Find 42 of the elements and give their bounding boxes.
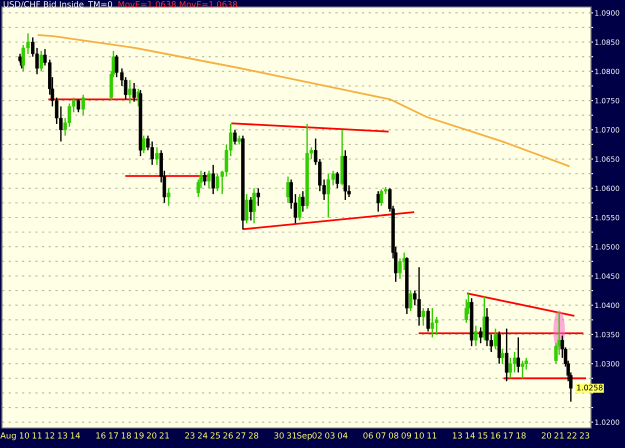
x-tick-label: 07: [376, 432, 386, 439]
x-tick-label: 21: [160, 432, 169, 438]
x-tick-label: 06: [363, 432, 373, 439]
x-tick-label: 23: [580, 432, 590, 439]
x-tick-label: 31: [287, 432, 296, 439]
x-tick-label: 26: [223, 432, 233, 439]
x-tick-label: 20: [542, 432, 552, 439]
x-tick-label: 13: [58, 432, 68, 439]
x-tick-label: 22: [567, 432, 576, 438]
x-tick-label: 30: [274, 432, 284, 439]
x-tick-label: 16: [96, 432, 106, 439]
x-tick-label: 25: [210, 432, 220, 439]
x-tick-label: 21: [554, 432, 564, 438]
x-tick-label: 23: [185, 432, 194, 439]
x-tick-label: 12: [45, 432, 54, 438]
x-tick-label: 17: [109, 432, 118, 438]
x-tick-label: 18: [516, 432, 526, 439]
x-tick-label: 27: [236, 432, 246, 438]
x-tick-label: 10: [414, 432, 424, 439]
x-tick-label: 20: [146, 432, 156, 439]
x-tick-label: 13: [452, 432, 462, 439]
x-tick-label: Aug: [0, 432, 16, 440]
x-tick-label: 28: [248, 432, 258, 439]
x-tick-label: 03: [325, 432, 335, 439]
x-tick-label: 11: [32, 432, 42, 438]
x-tick-label: Sep: [297, 432, 312, 440]
x-tick-label: 18: [122, 432, 131, 439]
x-tick-label: 24: [198, 432, 208, 438]
x-tick-label: 15: [478, 432, 488, 439]
x-tick-label: 11: [427, 432, 436, 438]
x-tick-label: 17: [504, 432, 513, 438]
chart-title: USD/CHF Bid Inside_TM=0: [4, 1, 112, 10]
x-tick-label: 14: [70, 432, 80, 438]
x-tick-label: 19: [134, 432, 144, 439]
x-tick-label: 10: [20, 432, 30, 439]
x-tick-label: 04: [338, 432, 348, 439]
x-tick-label: 08: [388, 432, 398, 439]
x-tick-label: 16: [491, 432, 500, 439]
x-tick-label: 02: [312, 432, 322, 439]
chart-subtitle: MovE=1.0638 MovE=1.0638: [118, 1, 238, 8]
x-tick-label: 09: [402, 432, 412, 439]
x-tick-label: 14: [466, 432, 475, 438]
